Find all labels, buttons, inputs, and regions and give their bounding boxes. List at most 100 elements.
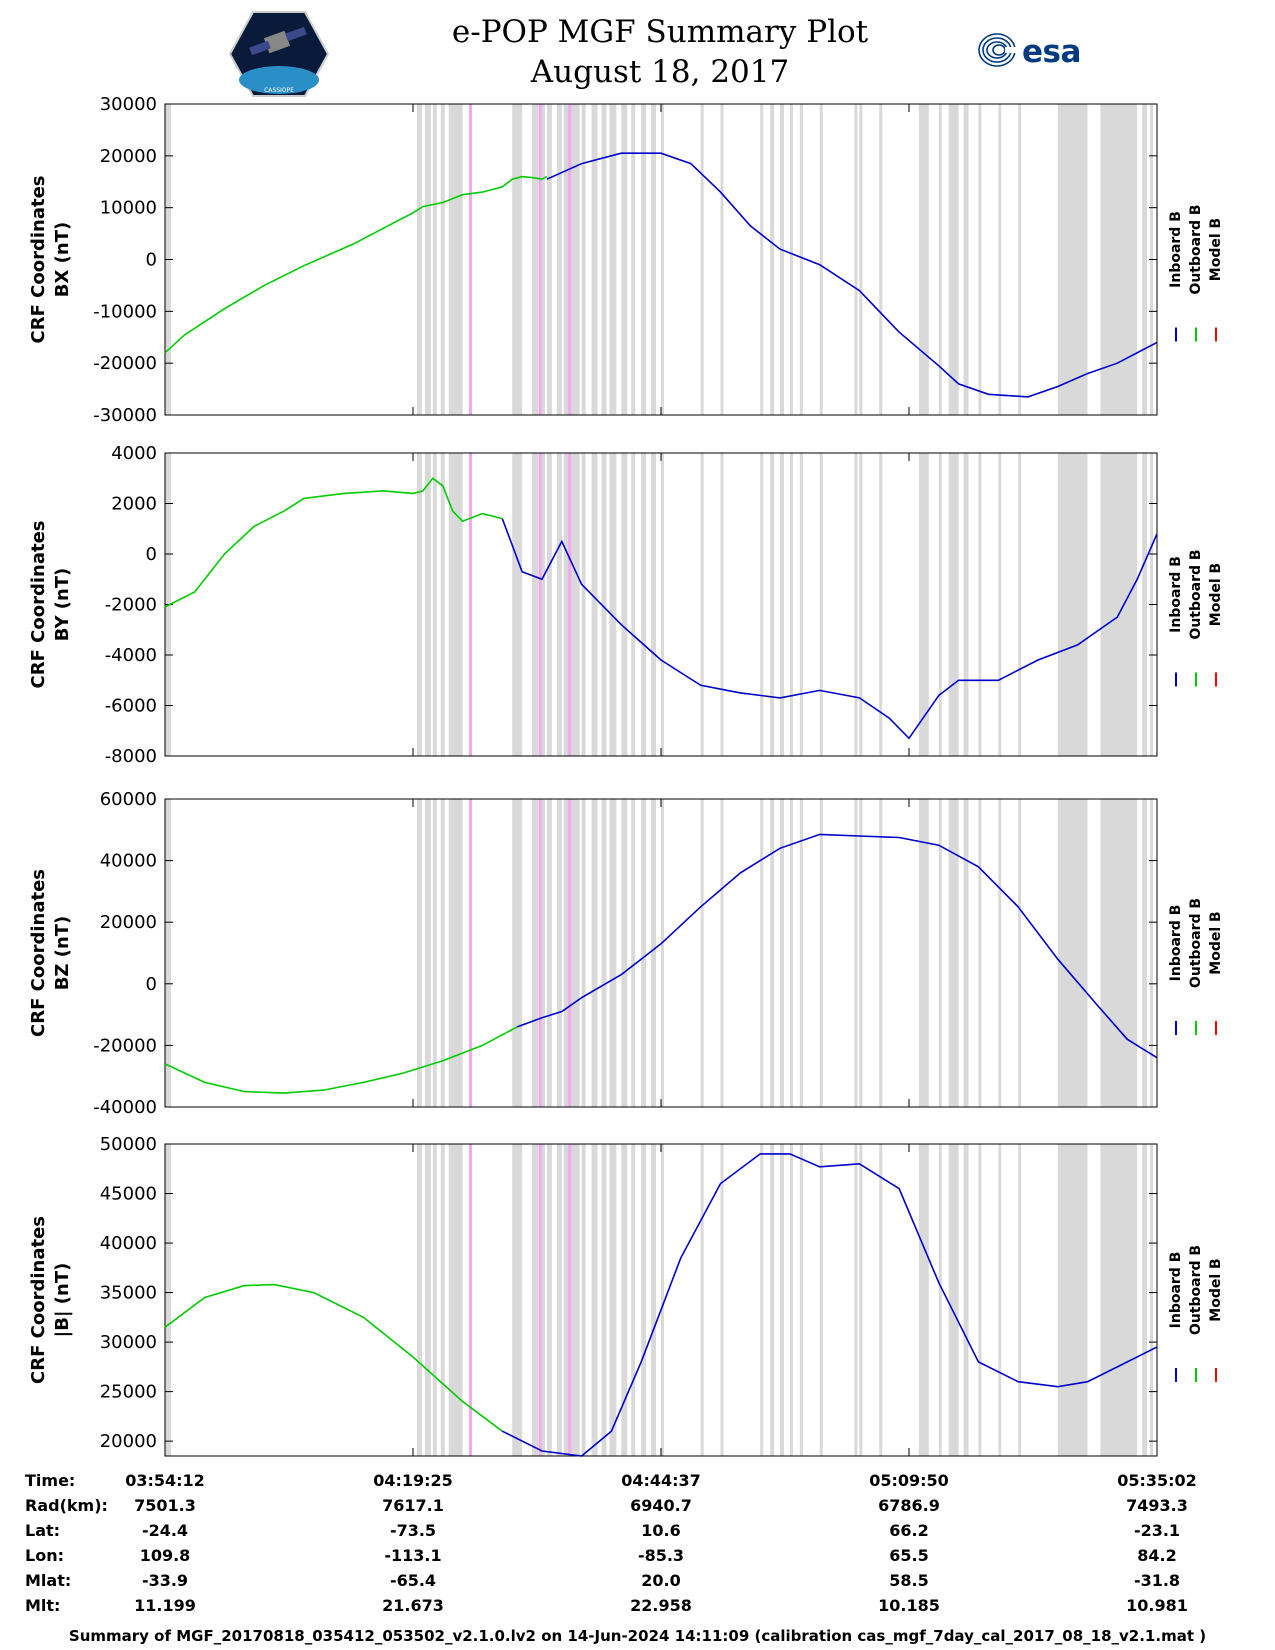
y-tick-label: -2000 [105,595,157,616]
data-gap-band [720,799,724,1107]
data-gap-band [789,453,793,756]
y-tick-label: 20000 [100,912,157,933]
data-gap-band [770,453,775,756]
data-gap-band [556,453,562,756]
data-gap-band [918,799,929,1107]
data-gap-band [601,453,607,756]
table-cell: 6940.7 [630,1496,692,1515]
data-gap-band [938,1144,942,1456]
data-gap-band [546,104,552,415]
chart-panel-2: 4000 2000 0 -2000 -4000 -6000 -8000 CRF Coordin… [28,443,1224,767]
series-line-outboard-b [164,1283,503,1432]
table-cell: 04:19:25 [373,1471,453,1490]
data-gap-band [879,1144,883,1456]
data-gap-band [700,453,704,756]
data-gap-band [581,104,586,415]
data-gap-band [621,799,628,1107]
table-cell: -33.9 [141,1571,189,1590]
y-tick-label: 30000 [100,94,157,115]
data-gap-band [541,453,545,756]
legend-label: Model B [1208,911,1224,974]
data-gap-band [998,453,1002,756]
table-cell: -73.5 [389,1521,437,1540]
data-gap-band [998,799,1002,1107]
table-cell: -85.3 [637,1546,685,1565]
y-tick-label: -4000 [105,645,157,666]
data-gap-band [1018,104,1022,415]
data-gap-band [700,799,704,1107]
data-gap-band [581,453,586,756]
y-tick-label: -40000 [93,1097,157,1118]
event-marker [568,1144,572,1456]
data-gap-band [601,799,607,1107]
table-row-label: Rad(km): [25,1496,108,1515]
y-tick-label: 0 [146,544,157,565]
esa-logo-text: esa [1022,34,1081,70]
legend-label: Inboard B [1168,1252,1184,1329]
data-gap-band [938,104,942,415]
data-gap-band [780,1144,785,1456]
cassiope-logo-text: CASSIOPE [264,87,294,94]
data-gap-band [770,799,775,1107]
data-gap-band [621,453,628,756]
y-axis-label: BX (nT) [52,222,73,297]
data-gap-band [440,104,445,415]
y-axis-label: CRF Coordinates [28,869,49,1037]
data-gap-band [416,453,422,756]
y-tick-label: -8000 [105,746,157,767]
table-cell: -113.1 [384,1546,442,1565]
data-gap-band [789,1144,793,1456]
data-gap-band [1150,799,1154,1107]
legend-label: Outboard B [1188,1245,1204,1335]
data-gap-band [641,104,647,415]
data-gap-band [700,104,704,415]
data-gap-band [581,799,586,1107]
data-gap-band [661,104,664,415]
data-gap-band [1142,799,1148,1107]
legend-label: Model B [1208,1258,1224,1321]
data-gap-band [1142,104,1148,415]
series-line-outboard-b [164,477,503,608]
data-gap-band [859,1144,863,1456]
data-gap-band [854,104,858,415]
data-gap-band [563,104,580,415]
chart-panel-3: 60000 40000 20000 0 -20000 -40000 CRF Coordina… [28,789,1224,1118]
data-gap-band [859,104,863,415]
data-gap-band [854,799,858,1107]
legend-label: Inboard B [1168,556,1184,633]
event-marker [568,799,572,1107]
data-gap-band [998,1144,1002,1456]
table-cell: 66.2 [889,1521,929,1540]
data-gap-band [1057,1144,1088,1456]
table-cell: -24.4 [141,1521,189,1540]
data-gap-band [854,1144,858,1456]
table-cell: 84.2 [1137,1546,1177,1565]
table-cell: 20.0 [641,1571,681,1590]
data-gap-band [440,799,445,1107]
table-cell: 6786.9 [878,1496,940,1515]
data-gap-band [641,799,647,1107]
data-gap-band [512,799,523,1107]
series-line-inboard-b [516,833,1158,1059]
data-gap-band [556,1144,562,1456]
data-gap-band [512,104,523,415]
data-gap-band [609,799,617,1107]
table-row-label: Lon: [25,1546,64,1565]
data-gap-band [760,453,764,756]
data-gap-band [512,453,523,756]
y-tick-label: 20000 [100,1431,157,1452]
data-gap-band [720,1144,724,1456]
data-gap-band [416,104,422,415]
y-tick-label: 35000 [100,1283,157,1304]
table-cell: 10.6 [641,1521,681,1540]
data-gap-band [609,1144,617,1456]
data-gap-band [609,104,617,415]
data-gap-band [541,799,545,1107]
data-gap-band [601,1144,607,1456]
data-gap-band [879,453,883,756]
event-marker [469,453,473,756]
data-gap-band [563,453,580,756]
table-cell: 11.199 [134,1596,196,1615]
data-gap-band [532,799,538,1107]
table-cell: 10.185 [878,1596,940,1615]
